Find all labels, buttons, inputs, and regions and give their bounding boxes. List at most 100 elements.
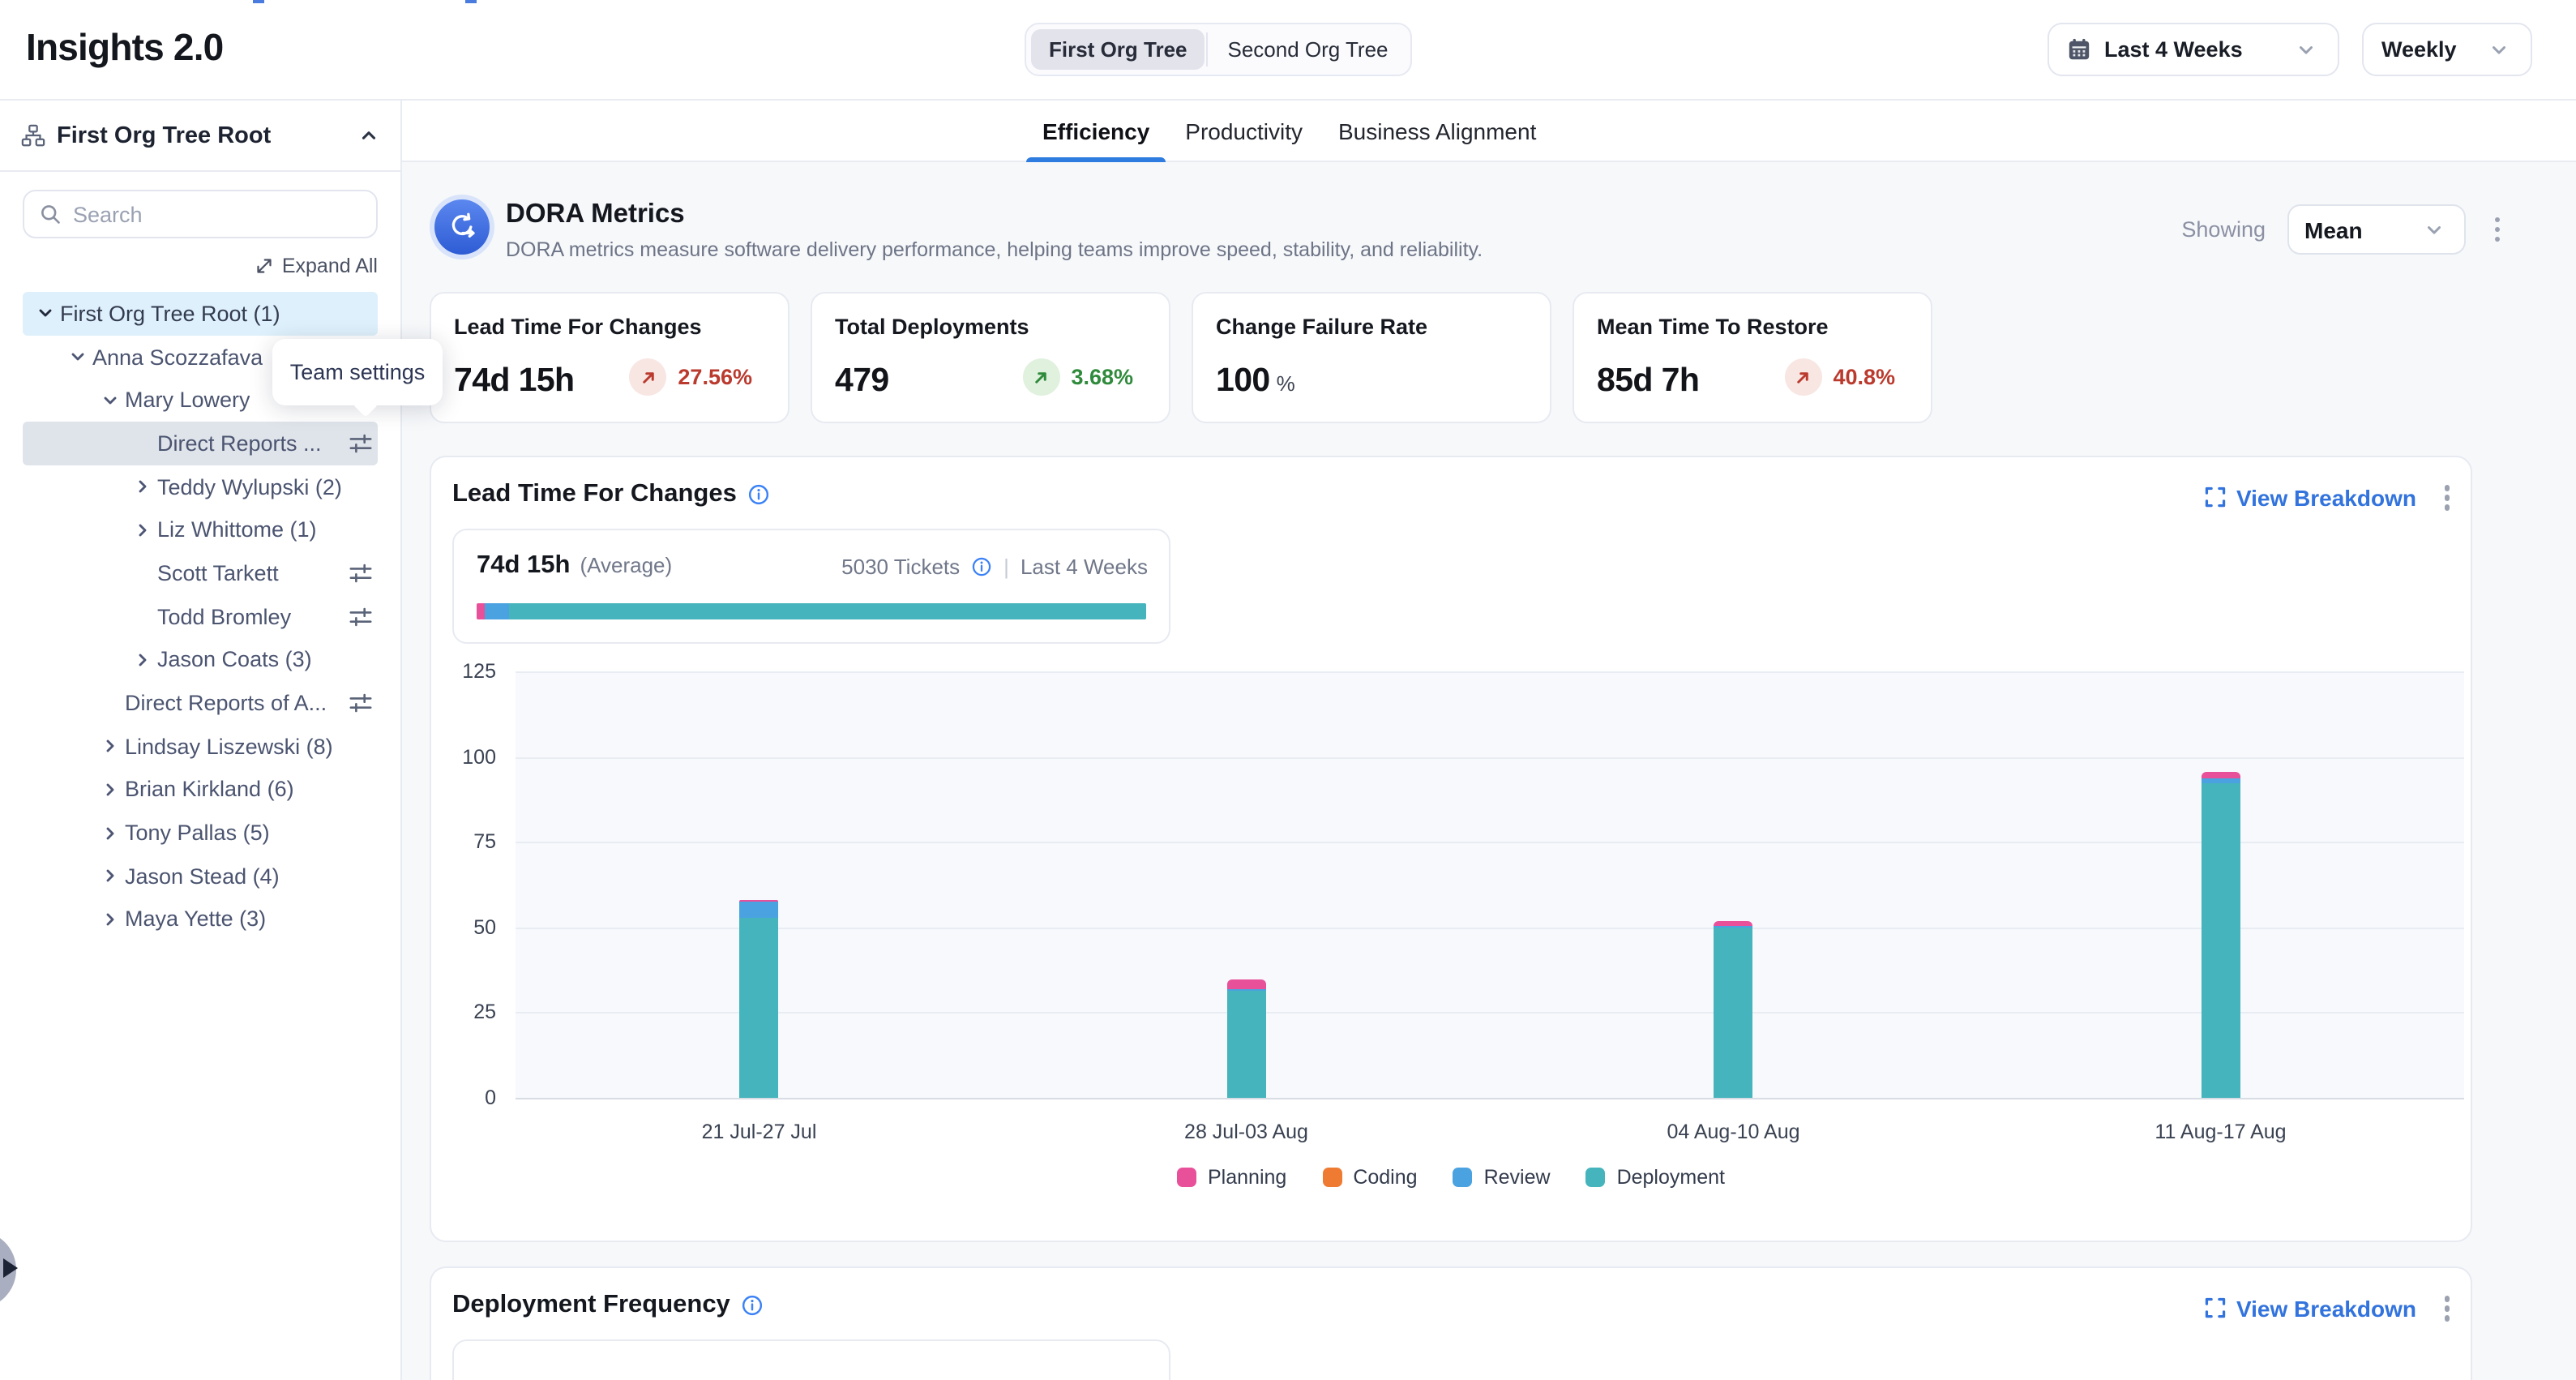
showing-mode-value: Mean (2304, 216, 2363, 242)
dora-metrics-icon (430, 195, 494, 259)
kebab-menu-icon[interactable] (2436, 1289, 2458, 1327)
tab-business-alignment[interactable]: Business Alignment (1335, 101, 1539, 161)
chevron-down-icon[interactable] (36, 304, 60, 324)
grid-line (516, 1098, 2464, 1099)
info-icon[interactable] (748, 483, 771, 506)
chevron-right-icon[interactable] (133, 477, 157, 496)
granularity-dropdown[interactable]: Weekly (2362, 23, 2532, 76)
kebab-menu-icon[interactable] (2486, 211, 2508, 249)
bar-segment-deployment (1227, 991, 1266, 1098)
tree-item[interactable]: Scott Tarkett (23, 551, 378, 594)
view-breakdown-button[interactable]: View Breakdown (2206, 485, 2416, 511)
sidebar-title: First Org Tree Root (57, 122, 347, 148)
chevron-down-icon[interactable] (68, 347, 92, 366)
tab-efficiency[interactable]: Efficiency (1039, 101, 1153, 161)
breakdown-corners-icon (2206, 1298, 2227, 1319)
stacked-bar-3[interactable] (1714, 922, 1753, 1098)
summary-period: Last 4 Weeks (1021, 555, 1148, 579)
expand-all-button[interactable]: Expand All (23, 255, 378, 277)
org-tree-sidebar: First Org Tree Root Expand All First Org… (0, 101, 402, 1380)
showing-mode-dropdown[interactable]: Mean (2287, 204, 2465, 255)
search-input[interactable] (73, 202, 362, 226)
tab-productivity[interactable]: Productivity (1182, 101, 1306, 161)
chevron-right-icon[interactable] (101, 823, 125, 842)
trend-up-arrow-icon (1784, 358, 1821, 396)
kebab-menu-icon[interactable] (2436, 478, 2458, 516)
tree-item[interactable]: Maya Yette (3) (23, 898, 378, 941)
metric-delta-value: 27.56% (678, 365, 752, 389)
tree-item[interactable]: Direct Reports ... (23, 422, 378, 465)
chevron-right-icon[interactable] (133, 521, 157, 540)
stacked-bar-2[interactable] (1227, 979, 1266, 1098)
expand-diagonal-icon (255, 256, 274, 276)
tree-item-label: Direct Reports ... (157, 431, 322, 456)
trend-up-arrow-icon (1022, 358, 1059, 396)
sidebar-search (23, 190, 378, 238)
chevron-down-icon[interactable] (101, 390, 125, 409)
view-breakdown-button[interactable]: View Breakdown (2206, 1296, 2416, 1322)
clipped-content-sliver (253, 0, 264, 3)
tree-item-label: First Org Tree Root (1) (60, 302, 280, 326)
grid-line (516, 671, 2464, 673)
metric-card-value: 479 (835, 362, 889, 401)
team-settings-icon[interactable] (349, 431, 378, 456)
y-axis-tick-label: 125 (462, 660, 496, 683)
team-settings-icon[interactable] (349, 691, 378, 715)
info-icon[interactable] (971, 556, 992, 577)
metric-card-value: 100% (1216, 362, 1294, 401)
info-icon[interactable] (742, 1294, 764, 1317)
mini-bar-segment-review (485, 603, 509, 619)
tree-item-label: Lindsay Liszewski (8) (125, 734, 333, 758)
tree-item[interactable]: Todd Bromley (23, 595, 378, 638)
tree-item[interactable]: Direct Reports of A... (23, 681, 378, 724)
team-settings-icon[interactable] (349, 604, 378, 628)
date-range-dropdown[interactable]: Last 4 Weeks (2048, 23, 2339, 76)
summary-value-group: 74d 15h (Average) (477, 551, 672, 581)
grid-line (516, 756, 2464, 758)
team-settings-icon[interactable] (349, 561, 378, 585)
x-axis-label: 04 Aug-10 Aug (1667, 1121, 1799, 1143)
bar-segment-deployment (1714, 928, 1753, 1098)
trend-up-arrow-icon (629, 358, 666, 396)
tree-item-label: Scott Tarkett (157, 561, 279, 585)
toggle-first-org-tree[interactable]: First Org Tree (1031, 29, 1205, 70)
y-axis-tick-label: 25 (473, 1001, 496, 1024)
tree-item-label: Teddy Wylupski (2) (157, 474, 342, 499)
section-actions: View Breakdown (2206, 478, 2458, 516)
metric-delta: 3.68% (1022, 358, 1133, 396)
chevron-right-icon[interactable] (133, 650, 157, 670)
toggle-second-org-tree[interactable]: Second Org Tree (1210, 29, 1406, 70)
org-tree-toggle: First Org Tree Second Org Tree (1025, 23, 1413, 76)
chevron-right-icon[interactable] (101, 736, 125, 756)
metric-card-title: Lead Time For Changes (454, 315, 765, 339)
main-area: Efficiency Productivity Business Alignme… (402, 101, 2576, 1380)
metric-card-value: 85d 7h (1597, 362, 1699, 401)
tree-item[interactable]: Brian Kirkland (6) (23, 768, 378, 811)
tree-item[interactable]: Tony Pallas (5) (23, 812, 378, 855)
insights-app: Insights 2.0 First Org Tree Second Org T… (0, 0, 2576, 1380)
tree-item[interactable]: Jason Coats (3) (23, 638, 378, 681)
chevron-right-icon[interactable] (101, 780, 125, 799)
expand-all-label: Expand All (282, 255, 378, 277)
section-title-row: Deployment Frequency (452, 1291, 764, 1320)
tree-item[interactable]: Lindsay Liszewski (8) (23, 725, 378, 768)
grid-line (516, 1013, 2464, 1014)
tree-item-label: Todd Bromley (157, 604, 291, 628)
metric-card: Mean Time To Restore85d 7h40.8% (1573, 292, 1932, 423)
tree-item[interactable]: Jason Stead (4) (23, 855, 378, 898)
legend-label: Planning (1208, 1166, 1286, 1189)
showing-label: Showing (2181, 217, 2266, 242)
chevron-down-icon (2296, 39, 2320, 60)
chevron-right-icon[interactable] (101, 867, 125, 886)
stacked-bar-4[interactable] (2202, 772, 2240, 1098)
arrow-right-icon (3, 1258, 18, 1278)
tree-item[interactable]: Liz Whittome (1) (23, 508, 378, 551)
legend-label: Coding (1353, 1166, 1417, 1189)
tree-item-label: Jason Stead (4) (125, 864, 280, 889)
section-actions: View Breakdown (2206, 1289, 2458, 1327)
chevron-right-icon[interactable] (101, 910, 125, 929)
tree-item[interactable]: Teddy Wylupski (2) (23, 465, 378, 508)
stacked-bar-1[interactable] (740, 900, 779, 1098)
collapse-caret-icon[interactable] (358, 125, 379, 146)
tree-item[interactable]: First Org Tree Root (1) (23, 292, 378, 335)
